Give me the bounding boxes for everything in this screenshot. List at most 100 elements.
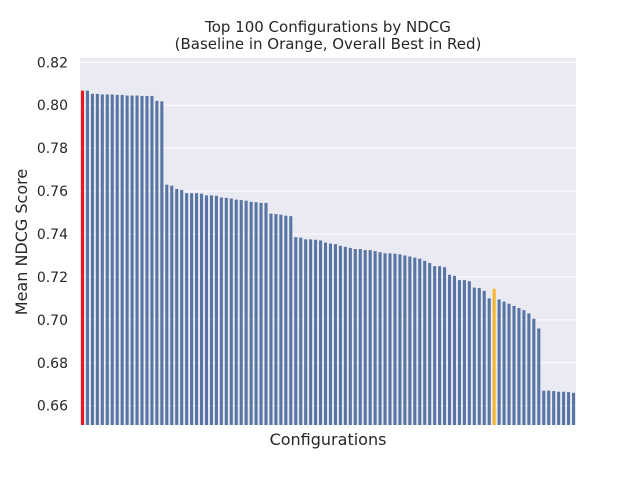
- bar: [165, 184, 169, 425]
- bar: [378, 252, 382, 425]
- bar: [423, 260, 427, 425]
- bar: [204, 195, 209, 425]
- bar: [170, 185, 174, 425]
- bar: [443, 267, 447, 425]
- y-tick-label: 0.70: [37, 313, 68, 329]
- bar: [115, 94, 119, 425]
- bar: [418, 258, 422, 425]
- bar: [358, 249, 362, 425]
- bar: [180, 189, 184, 425]
- bar: [527, 313, 531, 425]
- bar: [319, 240, 323, 425]
- bar: [433, 266, 437, 425]
- bar: [557, 391, 561, 425]
- bar: [398, 254, 402, 425]
- bar: [259, 202, 263, 425]
- bar: [522, 310, 526, 425]
- y-tick-label: 0.82: [37, 55, 68, 71]
- bar: [90, 93, 94, 425]
- bar: [457, 280, 461, 425]
- y-axis-ticks: 0.66 0.68 0.70 0.72 0.74 0.76 0.78 0.80 0.82: [37, 55, 68, 414]
- bar: [135, 95, 139, 425]
- bar: [571, 392, 576, 425]
- bar: [279, 214, 283, 425]
- bar: [328, 243, 333, 425]
- bar: [472, 287, 476, 425]
- bars: [80, 90, 576, 426]
- bar: [333, 244, 337, 425]
- bar: [393, 253, 397, 425]
- bar: [219, 197, 223, 425]
- y-tick-label: 0.72: [37, 270, 68, 286]
- bar: [343, 246, 347, 425]
- bar: [95, 93, 99, 425]
- bar: [487, 298, 491, 425]
- bar: [547, 390, 551, 425]
- bar: [294, 237, 298, 425]
- bar: [517, 308, 521, 425]
- bar: [403, 255, 407, 425]
- y-tick-label: 0.78: [37, 141, 68, 157]
- bar: [353, 249, 357, 425]
- bar: [175, 188, 179, 425]
- bar: [428, 262, 432, 425]
- bar: [542, 390, 546, 425]
- bar: [120, 94, 124, 425]
- y-tick-label: 0.66: [37, 399, 68, 415]
- bar: [264, 202, 268, 425]
- bar: [299, 237, 303, 425]
- bar: [229, 198, 233, 425]
- bar: [100, 94, 104, 426]
- bar: [214, 195, 218, 425]
- bar: [567, 392, 571, 425]
- bar: [309, 239, 313, 425]
- bar: [145, 95, 149, 426]
- bar: [512, 305, 516, 425]
- bar: [130, 95, 134, 425]
- bar: [323, 242, 328, 425]
- bar: [249, 201, 253, 425]
- bar: [373, 251, 377, 425]
- bar: [234, 199, 238, 425]
- bar: [408, 256, 412, 425]
- bar: [140, 95, 144, 426]
- bar: [284, 215, 288, 425]
- chart-title: Top 100 Configurations by NDCG: [204, 18, 451, 36]
- y-tick-label: 0.74: [37, 227, 68, 243]
- y-tick-label: 0.80: [37, 98, 68, 114]
- bar: [462, 280, 466, 425]
- bar: [160, 101, 164, 425]
- bar: [532, 318, 536, 425]
- bar: [239, 200, 243, 425]
- y-axis-label: Mean NDCG Score: [12, 169, 31, 315]
- bar: [452, 275, 457, 425]
- bar: [368, 250, 372, 425]
- bar: [338, 245, 342, 425]
- bar: [125, 95, 129, 425]
- bar: [467, 281, 471, 425]
- bar: [105, 94, 109, 426]
- bar: [209, 195, 213, 425]
- bar-best: [80, 90, 85, 426]
- bar: [269, 213, 273, 425]
- bar: [507, 303, 511, 425]
- y-tick-label: 0.76: [37, 184, 68, 200]
- bar: [552, 391, 556, 425]
- plot-area: [80, 58, 576, 425]
- bar: [224, 197, 228, 425]
- bar: [537, 328, 541, 425]
- bar: [199, 193, 204, 425]
- bar: [110, 94, 114, 426]
- bar: [383, 253, 387, 425]
- bar: [244, 200, 248, 425]
- bar: [482, 290, 486, 425]
- bar: [190, 193, 194, 425]
- bar: [388, 253, 392, 425]
- bar: [150, 95, 154, 426]
- bar: [562, 391, 566, 425]
- bar: [195, 193, 199, 425]
- bar: [413, 257, 417, 425]
- bar: [314, 239, 318, 425]
- bar: [274, 214, 278, 425]
